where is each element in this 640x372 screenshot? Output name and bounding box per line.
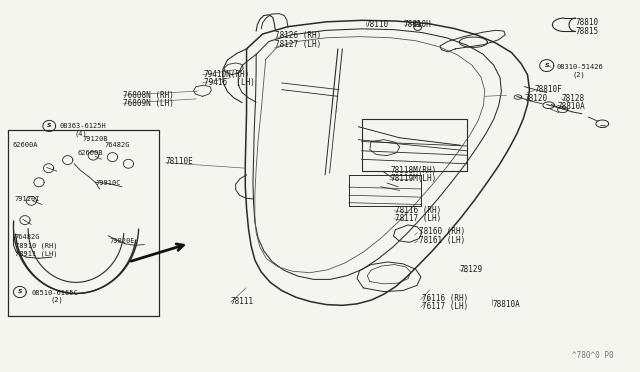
Text: 78117 (LH): 78117 (LH) — [396, 214, 442, 223]
Text: 78126 (RH): 78126 (RH) — [275, 31, 321, 41]
Text: 79120I: 79120I — [15, 196, 40, 202]
Text: 76117 (LH): 76117 (LH) — [422, 302, 468, 311]
Text: 78160 (RH): 78160 (RH) — [419, 227, 465, 237]
Text: 79410N(RH): 79410N(RH) — [204, 70, 250, 79]
Text: 78111: 78111 — [230, 297, 253, 306]
Text: 79820E: 79820E — [109, 238, 135, 244]
Text: 08310-51426: 08310-51426 — [556, 64, 603, 70]
Text: 76809N (LH): 76809N (LH) — [124, 99, 174, 108]
Text: (2): (2) — [572, 71, 585, 78]
Text: 79120B: 79120B — [83, 135, 108, 142]
Text: 78911 (LH): 78911 (LH) — [15, 250, 57, 257]
Text: 08363-6125H: 08363-6125H — [60, 123, 106, 129]
Text: 79416  (LH): 79416 (LH) — [204, 78, 255, 87]
Text: 78110: 78110 — [366, 20, 389, 29]
Text: S: S — [545, 63, 549, 68]
Text: 78120: 78120 — [524, 94, 547, 103]
Text: 78810H: 78810H — [403, 20, 431, 29]
Text: 76808N (RH): 76808N (RH) — [124, 91, 174, 100]
Text: 79910C: 79910C — [95, 180, 121, 186]
Text: 62600B: 62600B — [77, 150, 103, 155]
Text: 78810: 78810 — [575, 19, 598, 28]
Text: 78129: 78129 — [460, 264, 483, 273]
Text: 62600A: 62600A — [12, 142, 38, 148]
Text: 76116 (RH): 76116 (RH) — [422, 294, 468, 303]
Text: ^780^0 P0: ^780^0 P0 — [572, 351, 614, 360]
Text: 78116 (RH): 78116 (RH) — [396, 206, 442, 215]
Text: 78110E: 78110E — [166, 157, 193, 166]
Text: 78815: 78815 — [575, 26, 598, 36]
Text: (4): (4) — [74, 130, 87, 137]
Text: 78810A: 78810A — [557, 102, 586, 111]
Text: S: S — [18, 289, 22, 295]
Text: 78128: 78128 — [561, 94, 584, 103]
Text: 78910 (RH): 78910 (RH) — [15, 242, 57, 248]
Text: 78810A: 78810A — [492, 300, 520, 309]
Text: 76482G: 76482G — [15, 234, 40, 240]
Text: 78161 (LH): 78161 (LH) — [419, 235, 465, 245]
Text: 08510-6165C: 08510-6165C — [31, 290, 78, 296]
Text: 78119M(LH): 78119M(LH) — [390, 174, 436, 183]
Text: 78127 (LH): 78127 (LH) — [275, 40, 321, 49]
Text: (2): (2) — [51, 297, 63, 304]
Text: S: S — [47, 124, 51, 128]
Text: 76482G: 76482G — [104, 142, 130, 148]
Text: 78810F: 78810F — [534, 85, 563, 94]
Text: 78118M(RH): 78118M(RH) — [390, 166, 436, 175]
